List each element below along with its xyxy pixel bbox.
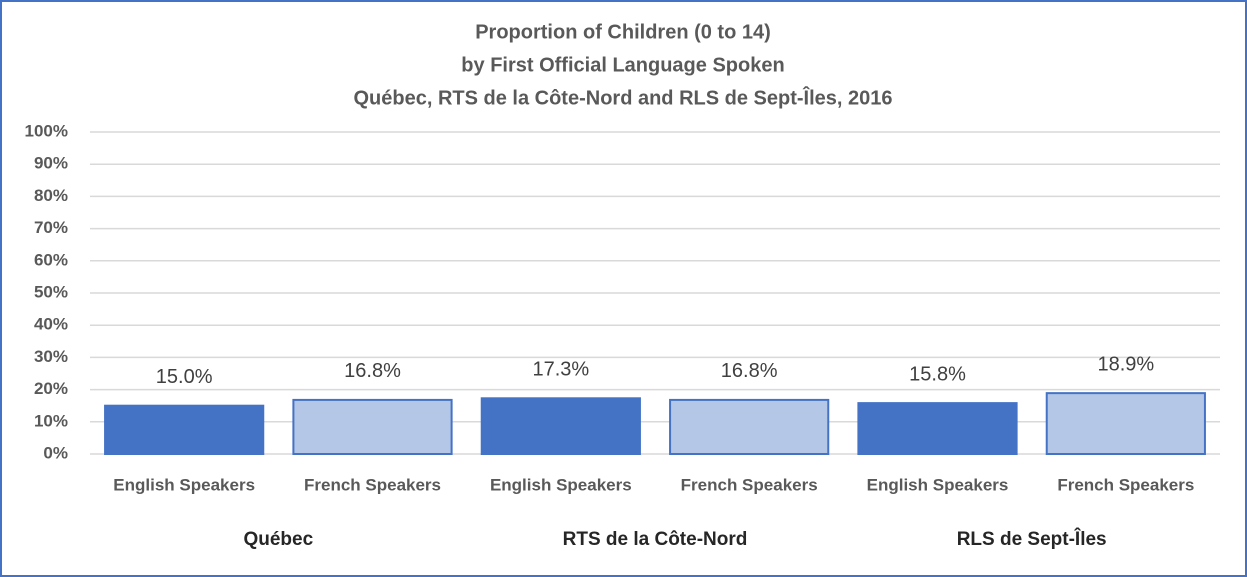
- y-tick-label: 50%: [34, 282, 68, 301]
- chart-title: Québec, RTS de la Côte-Nord and RLS de S…: [353, 85, 892, 109]
- y-tick-label: 70%: [34, 218, 68, 237]
- value-label: 15.8%: [909, 363, 966, 385]
- x-tick-label: French Speakers: [304, 475, 441, 494]
- y-tick-label: 10%: [34, 411, 68, 430]
- bar: [1045, 392, 1206, 455]
- y-tick-label: 30%: [34, 347, 68, 366]
- y-tick-label: 100%: [25, 121, 68, 140]
- x-tick-label: English Speakers: [490, 475, 632, 494]
- bar: [480, 397, 641, 456]
- y-tick-label: 0%: [43, 443, 68, 462]
- y-tick-label: 60%: [34, 250, 68, 269]
- chart-title: by First Official Language Spoken: [461, 54, 784, 76]
- x-tick-label: English Speakers: [867, 475, 1009, 494]
- value-label: 17.3%: [532, 359, 589, 381]
- bar: [104, 404, 265, 456]
- bar: [292, 398, 453, 455]
- value-label: 15.0%: [156, 366, 213, 388]
- group-label: RLS de Sept-Îles: [957, 528, 1107, 550]
- value-label: 18.9%: [1097, 353, 1154, 375]
- x-tick-label: French Speakers: [681, 475, 818, 494]
- bar: [669, 398, 830, 455]
- value-label: 16.8%: [344, 360, 401, 382]
- group-label: RTS de la Côte-Nord: [563, 529, 748, 550]
- group-label: Québec: [243, 529, 313, 550]
- y-tick-label: 90%: [34, 154, 68, 173]
- y-tick-label: 80%: [34, 186, 68, 205]
- x-tick-label: English Speakers: [113, 475, 255, 494]
- x-tick-label: French Speakers: [1057, 475, 1194, 494]
- bar: [857, 402, 1018, 455]
- y-tick-label: 40%: [34, 315, 68, 334]
- y-tick-label: 20%: [34, 379, 68, 398]
- value-label: 16.8%: [721, 360, 778, 382]
- chart-title: Proportion of Children (0 to 14): [475, 21, 771, 43]
